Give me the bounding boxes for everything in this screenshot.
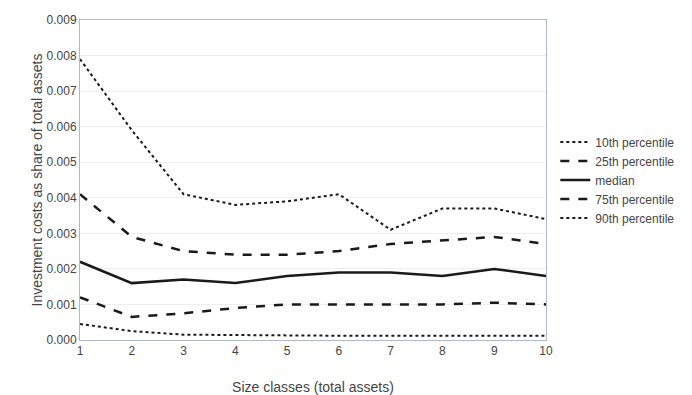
svg-text:0.004: 0.004 (47, 191, 77, 205)
svg-text:5: 5 (284, 344, 291, 358)
svg-text:4: 4 (232, 344, 239, 358)
svg-text:2: 2 (128, 344, 135, 358)
svg-text:75th percentile: 75th percentile (595, 193, 674, 207)
svg-text:1: 1 (77, 344, 84, 358)
svg-text:0.006: 0.006 (47, 120, 77, 134)
svg-text:0.009: 0.009 (47, 13, 77, 27)
svg-text:3: 3 (180, 344, 187, 358)
svg-text:Investment costs as share of t: Investment costs as share of total asset… (29, 54, 45, 307)
svg-text:7: 7 (387, 344, 394, 358)
svg-text:10th percentile: 10th percentile (595, 136, 674, 150)
svg-text:6: 6 (336, 344, 343, 358)
svg-text:0.001: 0.001 (47, 298, 77, 312)
svg-text:0.000: 0.000 (47, 333, 77, 347)
svg-text:0.008: 0.008 (47, 49, 77, 63)
svg-text:9: 9 (491, 344, 498, 358)
svg-text:8: 8 (439, 344, 446, 358)
svg-text:90th percentile: 90th percentile (595, 212, 674, 226)
svg-text:0.005: 0.005 (47, 155, 77, 169)
svg-text:median: median (595, 174, 634, 188)
svg-text:0.003: 0.003 (47, 227, 77, 241)
svg-text:Size classes (total assets): Size classes (total assets) (232, 379, 394, 395)
svg-text:25th percentile: 25th percentile (595, 155, 674, 169)
svg-text:0.002: 0.002 (47, 262, 77, 276)
svg-text:0.007: 0.007 (47, 84, 77, 98)
svg-text:10: 10 (539, 344, 553, 358)
